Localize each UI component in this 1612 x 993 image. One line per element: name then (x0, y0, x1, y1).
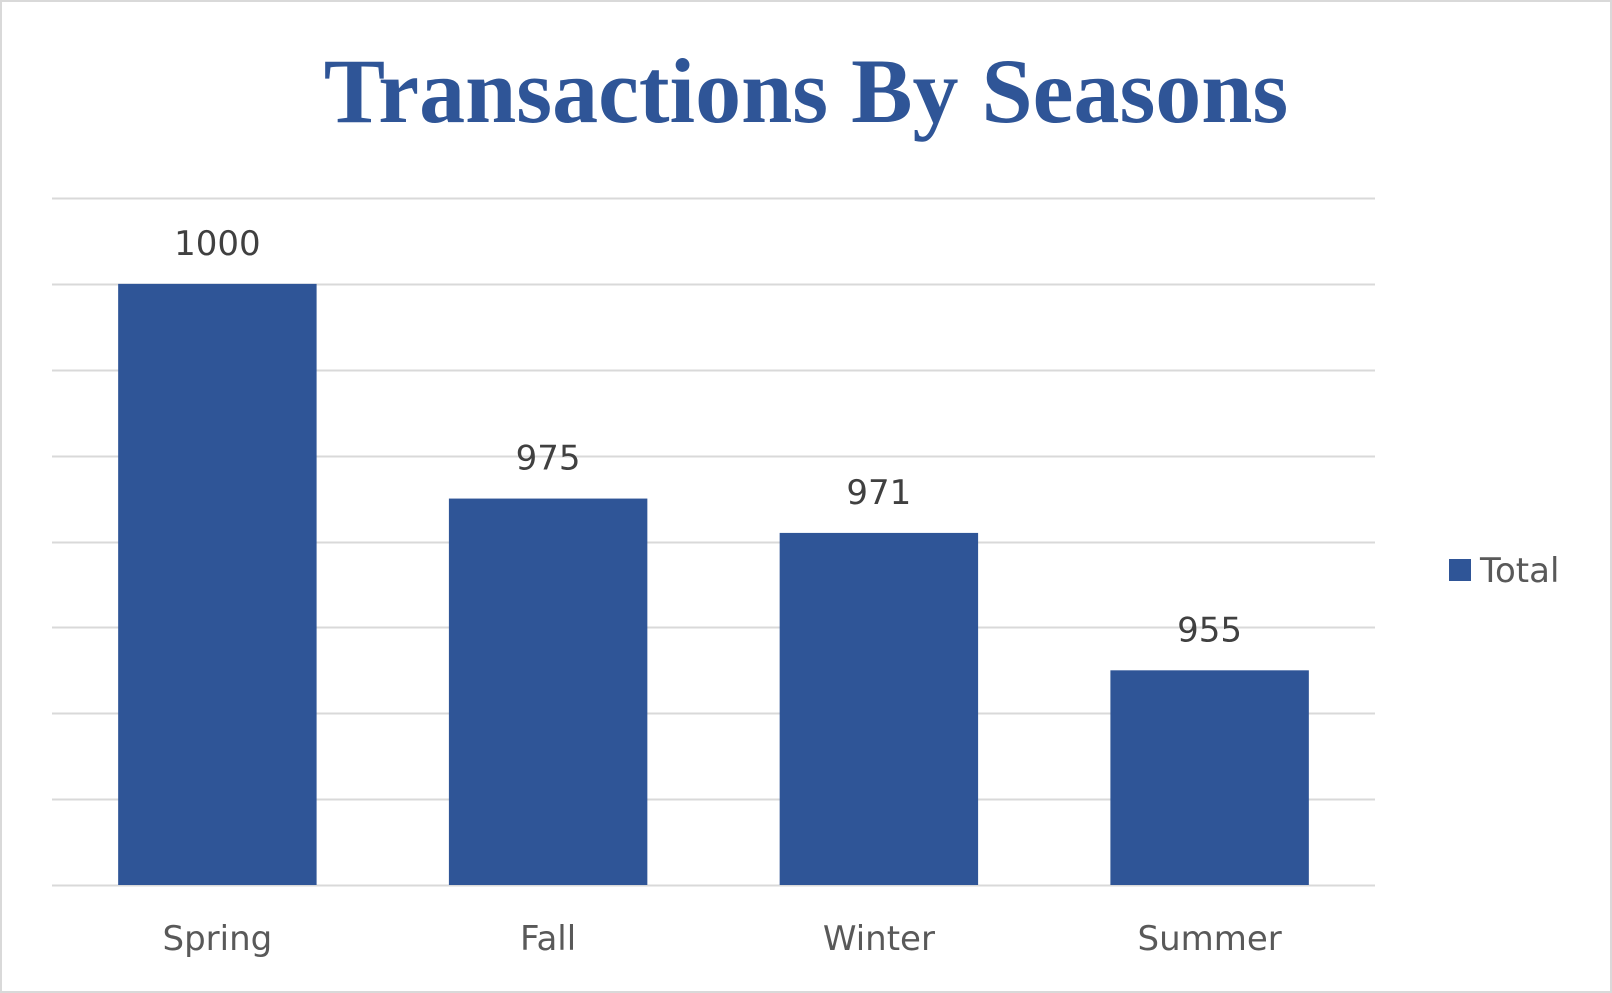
data-labels: 1000 975 971 955 (174, 224, 1242, 650)
category-label-spring: Spring (163, 919, 273, 959)
data-label-spring: 1000 (174, 224, 261, 264)
category-labels: Spring Fall Winter Summer (163, 919, 1282, 959)
data-label-fall: 975 (516, 439, 581, 479)
legend-swatch (1449, 559, 1471, 581)
data-label-summer: 955 (1177, 610, 1242, 650)
bar-fall (448, 498, 648, 885)
data-label-winter: 971 (846, 473, 911, 513)
bar-winter (779, 532, 979, 885)
bars (118, 283, 1309, 885)
bar-spring (118, 283, 317, 885)
category-label-winter: Winter (823, 919, 935, 959)
category-label-fall: Fall (520, 919, 576, 959)
legend-label: Total (1479, 551, 1559, 591)
bar-summer (1110, 670, 1309, 885)
category-label-summer: Summer (1137, 919, 1281, 959)
chart-title: Transactions By Seasons (324, 40, 1288, 142)
legend: Total (1449, 551, 1559, 591)
